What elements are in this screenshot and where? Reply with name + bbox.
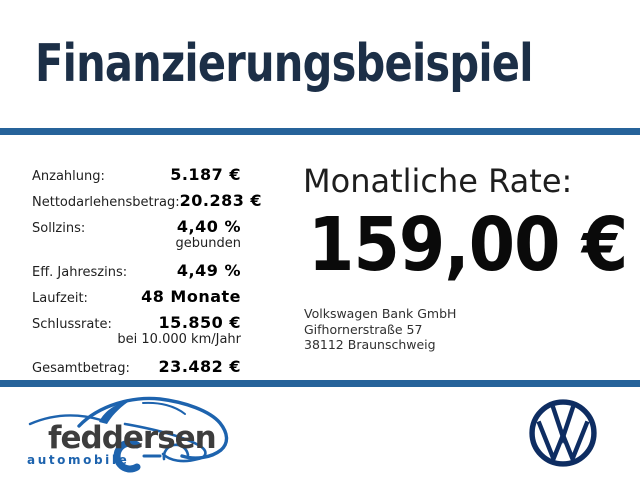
finance-row: Gesamtbetrag: 23.482 € [32,357,241,376]
finance-row-label: Laufzeit: [32,291,88,306]
bank-address: Volkswagen Bank GmbH Gifhornerstraße 57 … [304,306,456,353]
finance-row-label: Schlussrate: [32,317,112,332]
dealer-car-icon [28,396,229,473]
finance-row-value: 15.850 € [158,313,241,332]
page-title: Finanzierungsbeispiel [35,34,533,94]
finance-row: Sollzins: 4,40 % gebunden [32,217,241,252]
finance-row-value: 5.187 € [170,165,241,184]
bank-name: Volkswagen Bank GmbH [304,306,457,321]
dealer-logo: feddersen automobile [27,396,229,473]
vw-logo-icon [529,399,597,467]
dealer-subtitle: automobile [27,453,129,467]
finance-row: Anzahlung: 5.187 € [32,165,241,184]
finance-row: Eff. Jahreszins: 4,49 % [32,261,241,280]
finance-row-label: Eff. Jahreszins: [32,265,128,280]
top-divider [0,128,640,135]
bank-street: Gifhornerstraße 57 [304,321,423,337]
bottom-divider [0,380,640,387]
finance-row-label: Gesamtbetrag: [32,361,130,376]
finance-row-value: 4,49 % [176,261,241,280]
monthly-rate-value: 159,00 € [308,202,628,288]
finance-row: Laufzeit: 48 Monate [32,287,241,306]
finance-row-value: 23.482 € [158,357,241,376]
bank-city: 38112 Braunschweig [304,337,436,352]
finance-row-label: Anzahlung: [32,169,105,184]
finance-row-value: 48 Monate [141,287,241,306]
finance-row-note: gebunden [175,236,241,251]
finance-row: Schlussrate: 15.850 € bei 10.000 km/Jahr [32,313,241,348]
finance-row-value: 20.283 € [179,191,263,210]
finance-row-label: Nettodarlehensbetrag: [32,195,180,210]
finance-table: Anzahlung: 5.187 € Nettodarlehensbetrag:… [32,165,262,383]
dealer-name: feddersen [48,420,216,456]
monthly-rate-label: Monatliche Rate: [303,162,573,200]
finance-row-value: 4,40 % [176,217,241,236]
finance-row-label: Sollzins: [32,221,86,236]
finance-row-note: bei 10.000 km/Jahr [117,332,241,347]
finance-row: Nettodarlehensbetrag: 20.283 € [32,191,262,210]
